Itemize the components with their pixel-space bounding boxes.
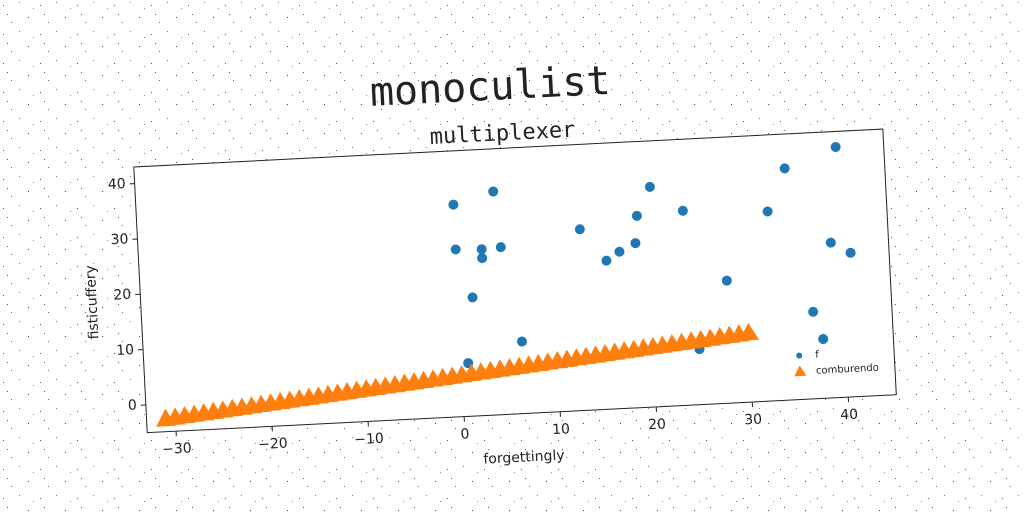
scatter-point bbox=[677, 205, 688, 216]
triangle-point bbox=[739, 322, 760, 341]
y-tick-label: 0 bbox=[128, 397, 138, 413]
y-axis-label: fisticuffery bbox=[83, 265, 103, 340]
scatter-point bbox=[631, 210, 642, 221]
legend-marker bbox=[794, 365, 807, 377]
scatter-point bbox=[644, 181, 655, 192]
scatter-point bbox=[601, 255, 612, 266]
x-tick-label: 20 bbox=[648, 416, 667, 433]
x-tick-label: −20 bbox=[258, 436, 288, 453]
legend-label: f bbox=[815, 350, 820, 361]
plot-background bbox=[133, 129, 897, 433]
scatter-point bbox=[825, 237, 836, 248]
legend-marker bbox=[796, 352, 803, 359]
legend-label: comburendo bbox=[816, 363, 879, 377]
scatter-point bbox=[630, 238, 641, 249]
plot-frame bbox=[133, 128, 897, 434]
scatter-point bbox=[450, 244, 461, 255]
y-tick-label: 10 bbox=[116, 342, 135, 359]
scatter-point bbox=[614, 246, 625, 257]
x-axis-label: forgettingly bbox=[483, 448, 565, 468]
scatter-point bbox=[845, 247, 856, 258]
x-tick-label: 40 bbox=[840, 407, 859, 424]
scatter-point bbox=[808, 306, 819, 317]
x-tick-label: −10 bbox=[354, 431, 384, 448]
scatter-point bbox=[818, 334, 829, 345]
y-tick-label: 20 bbox=[113, 287, 132, 304]
scatter-point bbox=[495, 242, 506, 253]
scatter-point bbox=[830, 141, 841, 152]
x-tick-label: 0 bbox=[460, 426, 470, 442]
x-tick-label: 10 bbox=[552, 421, 571, 438]
scatter-point bbox=[516, 336, 527, 347]
rotated-chart: monoculist multiplexer forgettingly fist… bbox=[83, 58, 897, 468]
scatter-point bbox=[779, 163, 790, 174]
scatter-point bbox=[448, 199, 459, 210]
scatter-point bbox=[574, 224, 585, 235]
scatter-point bbox=[488, 186, 499, 197]
y-tick-label: 30 bbox=[110, 231, 129, 248]
scatter-point bbox=[467, 292, 478, 303]
y-tick-label: 40 bbox=[107, 176, 126, 193]
scatter-point bbox=[476, 244, 487, 255]
scatter-point bbox=[721, 275, 732, 286]
scatter-point bbox=[762, 206, 773, 217]
x-tick-label: −30 bbox=[162, 440, 192, 457]
x-tick-label: 30 bbox=[744, 412, 763, 429]
scatter-point bbox=[477, 253, 488, 264]
